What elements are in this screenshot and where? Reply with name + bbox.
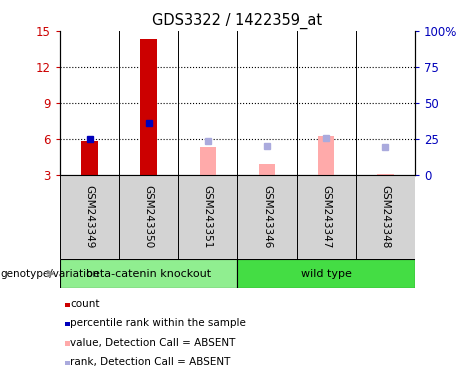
Text: rank, Detection Call = ABSENT: rank, Detection Call = ABSENT xyxy=(71,357,230,367)
Bar xyxy=(377,174,394,175)
Text: beta-catenin knockout: beta-catenin knockout xyxy=(86,268,211,279)
Text: genotype/variation: genotype/variation xyxy=(0,268,99,279)
Bar xyxy=(60,259,237,288)
Bar xyxy=(237,259,415,288)
Text: GSM243350: GSM243350 xyxy=(144,185,154,248)
Title: GDS3322 / 1422359_at: GDS3322 / 1422359_at xyxy=(152,13,323,29)
Text: GSM243346: GSM243346 xyxy=(262,185,272,249)
Bar xyxy=(141,39,157,175)
Text: GSM243347: GSM243347 xyxy=(321,185,331,249)
Bar xyxy=(259,164,275,175)
Text: count: count xyxy=(71,299,100,309)
Bar xyxy=(81,141,98,175)
Text: percentile rank within the sample: percentile rank within the sample xyxy=(71,318,246,328)
Bar xyxy=(318,136,334,175)
Bar xyxy=(200,147,216,175)
Text: wild type: wild type xyxy=(301,268,352,279)
Text: GSM243349: GSM243349 xyxy=(84,185,95,249)
Text: GSM243351: GSM243351 xyxy=(203,185,213,249)
Text: value, Detection Call = ABSENT: value, Detection Call = ABSENT xyxy=(71,338,236,348)
Text: GSM243348: GSM243348 xyxy=(380,185,390,249)
